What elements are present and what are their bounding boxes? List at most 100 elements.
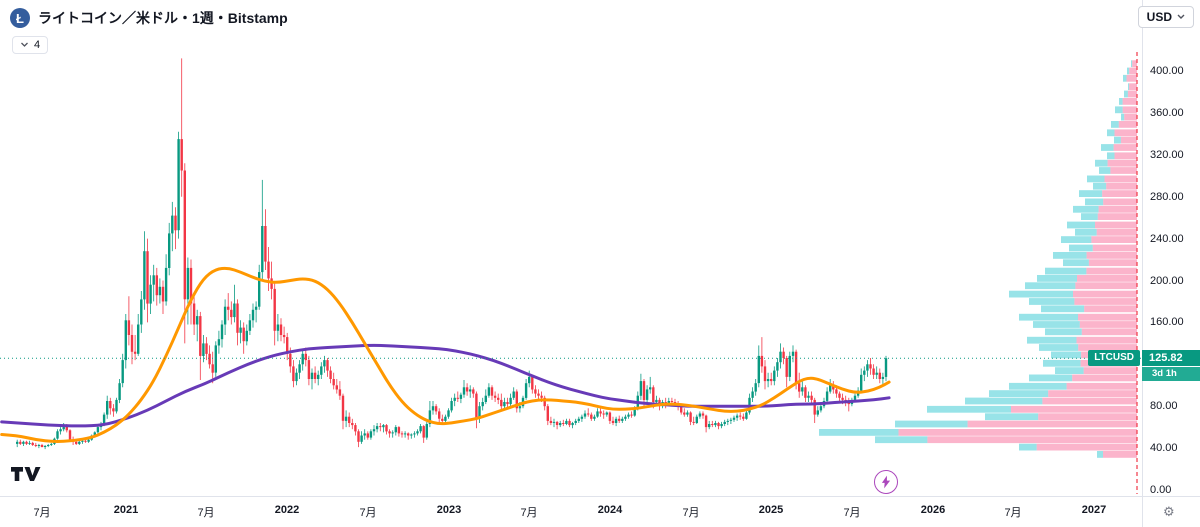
volume-profile-up-bar [1073, 205, 1099, 213]
candle [469, 389, 472, 392]
time-axis-label: 7月 [33, 507, 51, 519]
candle [546, 406, 549, 421]
candle [878, 372, 881, 379]
candle [438, 411, 441, 419]
candle [171, 215, 174, 234]
candle [810, 395, 813, 400]
volume-profile-up-bar [1055, 367, 1084, 374]
volume-profile-up-bar [1115, 106, 1123, 114]
candle [379, 426, 382, 428]
candle [205, 343, 208, 354]
candle [196, 316, 199, 325]
volume-profile-down-bar [1122, 98, 1137, 105]
tradingview-logo[interactable] [10, 466, 44, 487]
candle [40, 445, 44, 448]
indicators-collapse-button[interactable]: 4 [12, 36, 49, 54]
volume-profile-up-bar [1025, 282, 1076, 290]
volume-profile-down-bar [1106, 182, 1137, 190]
candle [19, 441, 22, 444]
candle [202, 343, 205, 356]
volume-profile-up-bar [1009, 382, 1067, 390]
axis-settings-gear-icon[interactable]: ⚙ [1163, 504, 1175, 519]
volume-profile-up-bar [1085, 198, 1104, 206]
candle [872, 368, 875, 375]
candle [506, 402, 509, 405]
volume-profile-down-bar [1079, 321, 1137, 328]
volume-profile-down-bar [1103, 451, 1137, 458]
volume-profile-down-bar [1011, 405, 1137, 413]
candle [307, 360, 311, 379]
candle [459, 394, 463, 399]
candle [310, 372, 314, 379]
volume-profile-down-bar [1096, 228, 1137, 236]
candle [208, 353, 211, 365]
candle [56, 431, 59, 439]
candle [754, 383, 757, 392]
candle [227, 306, 230, 310]
candle [385, 425, 388, 432]
volume-profile-down-bar [1083, 367, 1137, 374]
volume-profile-down-bar [1118, 121, 1137, 128]
volume-profile-layer [819, 60, 1137, 458]
candle [714, 423, 717, 426]
candle [596, 411, 599, 417]
candle [760, 355, 764, 367]
volume-profile-up-bar [927, 405, 1011, 413]
volume-profile-up-bar [1107, 152, 1115, 160]
symbol-title[interactable]: ライトコイン／米ドル・1週・Bitstamp [38, 10, 288, 26]
volume-profile-up-bar [1093, 182, 1107, 190]
candle [475, 393, 478, 419]
candle [391, 432, 394, 434]
candle [214, 345, 217, 373]
volume-profile-down-bar [1073, 290, 1137, 298]
candle [388, 431, 391, 434]
candle [146, 251, 149, 304]
candle [354, 425, 357, 432]
candle [720, 424, 723, 427]
candle [450, 401, 453, 411]
candle [282, 335, 286, 338]
candle [602, 413, 605, 415]
volume-profile-up-bar [1067, 221, 1095, 229]
candle [757, 355, 760, 384]
candle [735, 415, 739, 418]
candle [431, 406, 435, 411]
time-axis-label: 2021 [113, 504, 139, 516]
candle [627, 414, 630, 417]
symbol-price-label: LTCUSD [1088, 350, 1140, 367]
volume-profile-down-bar [1110, 167, 1137, 174]
candle [106, 401, 109, 415]
candle [776, 362, 779, 371]
volume-profile-up-bar [1123, 74, 1127, 82]
candle [571, 423, 574, 426]
candle [807, 395, 810, 398]
time-axis-label: 2025 [758, 504, 784, 516]
volume-profile-up-bar [1043, 359, 1081, 367]
price-axis[interactable]: 400.00 360.00 320.00 280.00 240.00 200.00 160.… [1142, 0, 1200, 496]
price-axis-label: 320.00 [1150, 148, 1184, 161]
candle [515, 391, 518, 409]
volume-profile-up-bar [895, 420, 968, 428]
candle [493, 395, 497, 398]
candle [543, 397, 546, 407]
currency-toggle-button[interactable]: USD [1137, 6, 1194, 28]
candle [881, 376, 885, 379]
volume-profile-down-bar [1036, 443, 1137, 451]
candle [500, 399, 503, 407]
candle [130, 335, 134, 352]
volume-profile-up-bar [1119, 98, 1123, 105]
candle [642, 381, 646, 400]
candle [723, 421, 726, 424]
price-axis-label: 80.00 [1150, 400, 1178, 413]
lightning-button[interactable] [874, 470, 898, 494]
candle [239, 327, 242, 333]
candle [608, 412, 612, 421]
time-axis[interactable]: 7月 2021 7月 2022 7月 2023 7月 2024 7月 2025 7月 2026 7月 20… [0, 496, 1142, 527]
candle [801, 387, 804, 392]
candle [686, 412, 689, 415]
candle [549, 420, 553, 423]
candle [189, 267, 193, 304]
candle [413, 433, 416, 435]
candle [683, 412, 686, 415]
